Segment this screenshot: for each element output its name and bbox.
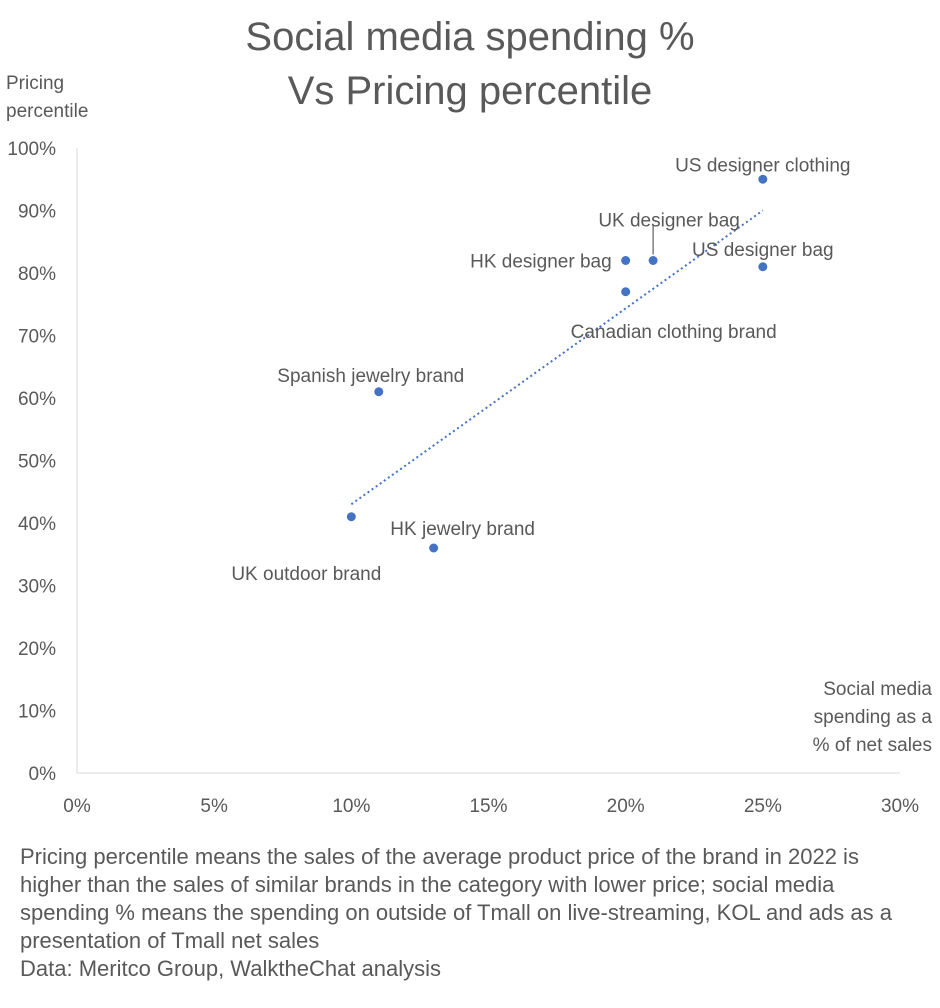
x-axis-title-line-1: Social media: [823, 679, 932, 700]
y-tick-label: 40%: [18, 514, 56, 535]
x-tick-label: 15%: [469, 796, 507, 817]
y-tick-label: 30%: [18, 577, 56, 598]
x-axis-title: Social media spending as a % of net sale…: [772, 676, 932, 760]
data-point: [346, 512, 356, 522]
x-tick-label: 0%: [63, 796, 91, 817]
x-axis-title-line-3: % of net sales: [812, 735, 932, 756]
data-label: US designer bag: [692, 240, 834, 261]
y-tick-label: 90%: [18, 202, 56, 223]
data-label: Canadian clothing brand: [571, 322, 777, 343]
footnote: Pricing percentile means the sales of th…: [20, 843, 925, 983]
x-axis-title-line-2: spending as a: [813, 707, 932, 728]
trendline-group: [350, 209, 764, 506]
y-tick-label: 50%: [18, 452, 56, 473]
y-axis-title-line-1: Pricing: [6, 73, 65, 94]
data-label: Spanish jewelry brand: [277, 366, 464, 387]
chart-title-line-2: Vs Pricing percentile: [287, 69, 653, 113]
data-point: [758, 262, 768, 272]
y-tick-label: 70%: [18, 327, 56, 348]
data-point: [621, 287, 631, 297]
y-tick-label: 0%: [29, 764, 57, 785]
trendline: [350, 209, 764, 506]
data-labels: US designer clothing UK designer bag HK de…: [231, 155, 850, 585]
footnote-text: Pricing percentile means the sales of th…: [20, 844, 892, 953]
data-label: HK jewelry brand: [390, 519, 535, 540]
y-tick-label: 10%: [18, 702, 56, 723]
y-tick-label: 100%: [7, 139, 56, 160]
data-label: UK outdoor brand: [231, 564, 381, 585]
x-tick-label: 25%: [744, 796, 782, 817]
data-label: HK designer bag: [470, 252, 612, 273]
chart-title-line-1: Social media spending %: [245, 15, 695, 59]
y-tick-label: 20%: [18, 639, 56, 660]
data-point: [648, 256, 658, 265]
x-tick-label: 20%: [607, 796, 645, 817]
y-tick-label: 80%: [18, 264, 56, 285]
x-tick-label: 5%: [200, 796, 228, 817]
data-label: US designer clothing: [675, 155, 850, 176]
data-point: [621, 256, 631, 265]
data-label: UK designer bag: [598, 211, 740, 232]
x-tick-label: 30%: [881, 796, 919, 817]
y-tick-label: 60%: [18, 389, 56, 410]
x-tick-label: 10%: [332, 796, 370, 817]
tick-labels: 0% 5% 10% 15% 20% 25% 30% 0% 10% 20% 30% 40% 50% 60% 7…: [7, 139, 919, 817]
y-axis-title: Pricing percentile: [6, 70, 88, 126]
y-axis-title-line-2: percentile: [6, 101, 89, 122]
axes: [76, 148, 900, 774]
data-points: [346, 174, 768, 553]
chart-title: Social media spending % Vs Pricing perce…: [0, 10, 940, 118]
data-point: [758, 174, 768, 184]
footnote-source: Data: Meritco Group, WalktheChat analysi…: [20, 956, 442, 981]
data-point: [429, 543, 439, 553]
scatter-plot: 0% 5% 10% 15% 20% 25% 30% 0% 10% 20% 30% 40% 50% 60% 7…: [7, 139, 919, 817]
data-point: [374, 387, 384, 397]
